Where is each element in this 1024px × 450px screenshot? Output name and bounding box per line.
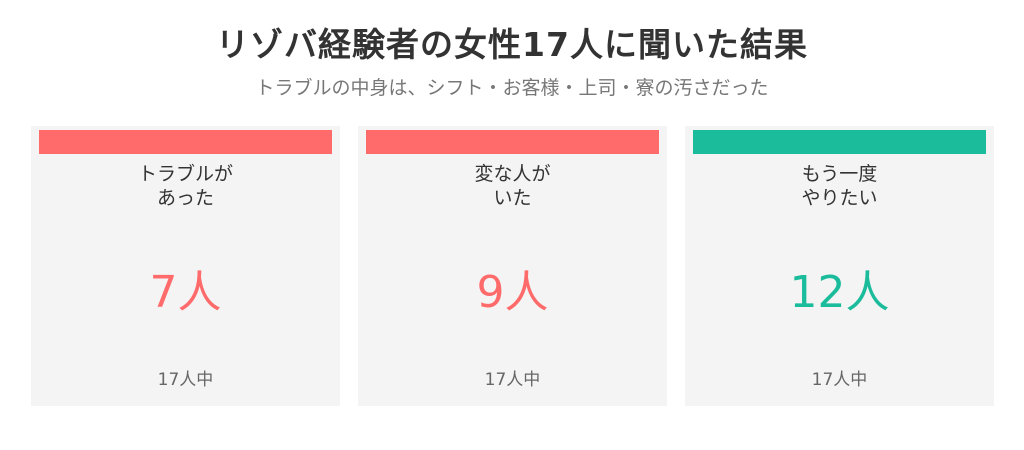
card: トラブルが あった 7人 17人中 [31, 126, 340, 406]
card: 変な人が いた 9人 17人中 [358, 126, 667, 406]
card-value: 9人 [476, 267, 549, 318]
label-line: トラブルが [137, 163, 233, 185]
card-label: もう一度 やりたい [685, 162, 994, 210]
card-value: 12人 [789, 267, 890, 318]
card-label: 変な人が いた [358, 162, 667, 210]
card-total: 17人中 [484, 370, 541, 390]
label-line: 変な人が [474, 163, 551, 185]
subtitle: トラブルの中身は、シフト・お客様・上司・寮の汚さだった [255, 77, 769, 99]
card-label: トラブルが あった [31, 162, 340, 210]
color-bar [39, 130, 332, 154]
title: リゾバ経験者の女性17人に聞いた結果 [216, 25, 808, 64]
label-line: やりたい [801, 187, 878, 209]
label-line: あった [156, 187, 214, 209]
label-line: もう一度 [801, 163, 878, 185]
card-total: 17人中 [157, 370, 214, 390]
color-bar [366, 130, 659, 154]
card-value: 7人 [149, 267, 222, 318]
card: もう一度 やりたい 12人 17人中 [685, 126, 994, 406]
label-line: いた [493, 187, 532, 209]
color-bar [693, 130, 986, 154]
card-total: 17人中 [811, 370, 868, 390]
